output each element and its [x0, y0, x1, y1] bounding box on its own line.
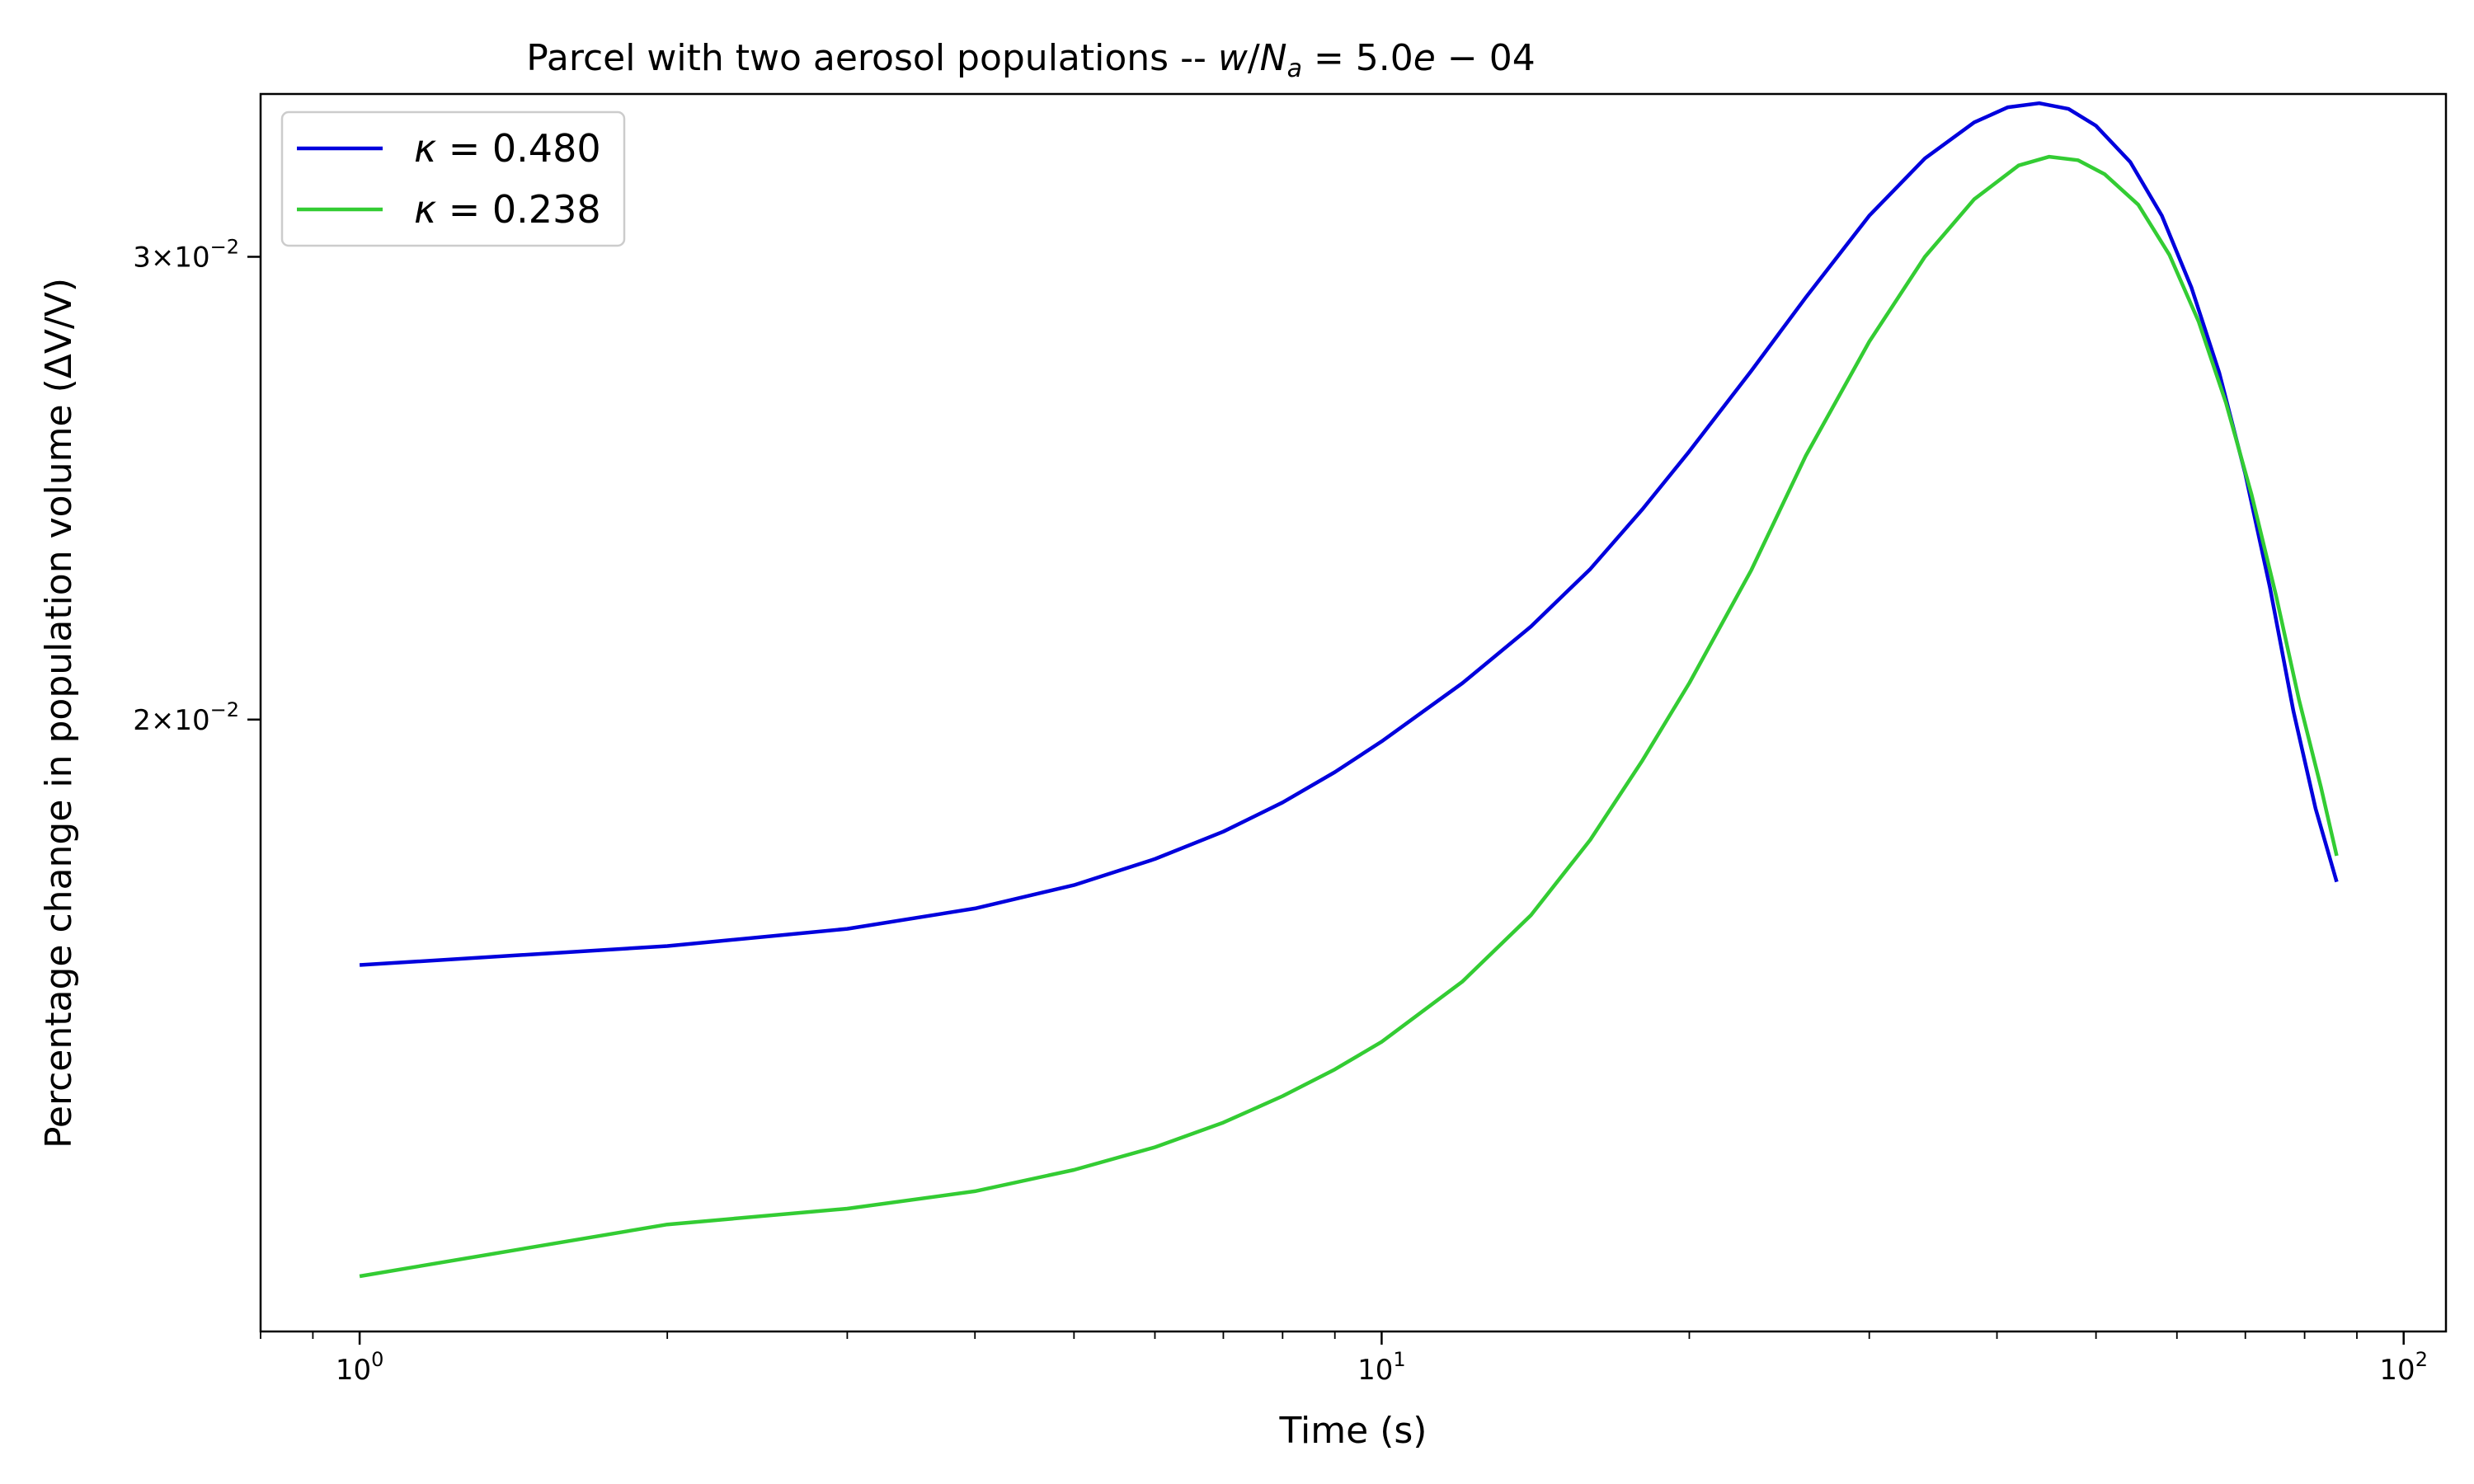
- x-tick-label-1: 100: [336, 1348, 384, 1387]
- series-line-2: [359, 154, 2339, 1279]
- y-axis-ticks: 2×10−2 3×10−2: [133, 235, 261, 737]
- y-tick-label-1: 2×10−2: [133, 698, 239, 737]
- x-tick-label-2: 101: [1357, 1348, 1406, 1387]
- chart-title-w: w: [1218, 37, 1249, 79]
- chart-title-e: e: [1413, 37, 1436, 79]
- series-line-1: [359, 101, 2339, 967]
- chart-title-n: N: [1260, 37, 1287, 79]
- chart-title-equals: =: [1302, 37, 1356, 79]
- x-axis-ticks: 100 101 102: [260, 1331, 2428, 1387]
- y-tick-label-2: 3×10−2: [133, 235, 239, 274]
- chart-title-prefix: Parcel with two aerosol populations --: [526, 37, 1218, 79]
- plot-area: [259, 92, 2448, 1333]
- legend-box: [280, 110, 626, 247]
- legend: κ = 0.480 κ = 0.238: [280, 110, 626, 247]
- chart-title-slash: /: [1248, 37, 1260, 79]
- chart-title-subscript-a: a: [1287, 54, 1302, 83]
- x-tick-label-3: 102: [2379, 1348, 2428, 1387]
- legend-label-1: κ = 0.480: [414, 126, 601, 171]
- series-layer: [359, 101, 2339, 1279]
- y-axis-label: Percentage change in population volume (…: [38, 278, 80, 1148]
- chart-title-value: 5.0: [1356, 37, 1413, 79]
- chart-title-exponent: 04: [1489, 37, 1536, 79]
- chart-title-minus: −: [1436, 37, 1489, 79]
- chart-title: Parcel with two aerosol populations -- w…: [526, 37, 1535, 83]
- legend-label-2: κ = 0.238: [414, 187, 601, 232]
- x-axis-label: Time (s): [1279, 1410, 1427, 1452]
